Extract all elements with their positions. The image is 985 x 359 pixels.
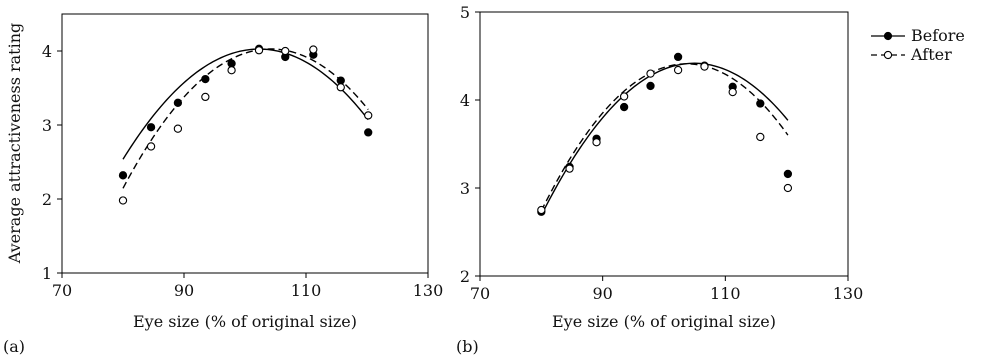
data-point-after-a-7: [309, 45, 318, 54]
data-point-after-b-8: [756, 132, 765, 142]
data-point-after-a-4: [227, 66, 236, 75]
data-point-before-b-9: [783, 169, 793, 179]
data-point-before-a-1: [146, 123, 156, 132]
legend-before-marker-icon: [883, 31, 893, 41]
panel-a: 70 90 110 130 1 2 3 4 Eye size (% of original s…: [3, 13, 443, 356]
y-tick-label-b-0: 2: [460, 267, 470, 286]
series-before-curve-b: [540, 62, 789, 216]
data-point-before-b-5: [673, 52, 683, 62]
data-point-before-b-8: [756, 99, 765, 108]
data-point-after-a-5: [254, 46, 264, 55]
x-tick-label-b-3: 130: [833, 284, 864, 303]
fit-curves-a: [122, 48, 369, 189]
y-tick-label-b-1: 3: [460, 179, 470, 198]
data-points-a: [118, 44, 373, 205]
legend-after-label: After: [910, 45, 952, 64]
series-before-curve-a: [122, 48, 369, 160]
data-point-before-a-2: [173, 98, 183, 107]
data-point-after-a-1: [146, 142, 156, 151]
x-tick-label-b-1: 90: [592, 284, 612, 303]
plot-area-a: [61, 13, 429, 274]
panel-b: 70 90 110 130 2 3 4 5 Eye size (% of original s…: [456, 3, 863, 356]
data-point-after-b-6: [700, 62, 709, 71]
data-point-before-b-4: [646, 81, 655, 91]
data-point-after-a-0: [118, 196, 128, 205]
data-point-after-b-3: [619, 92, 629, 101]
data-points-b: [537, 52, 793, 216]
data-point-before-a-3: [201, 74, 210, 84]
x-axis-label-a: Eye size (% of original size): [133, 312, 357, 331]
y-tick-label-a-2: 3: [42, 116, 52, 135]
series-after-curve-a: [122, 48, 369, 189]
data-point-before-b-3: [619, 102, 629, 112]
legend-item-before: Before: [871, 26, 965, 45]
panel-label-a: (a): [3, 337, 25, 356]
data-point-after-b-0: [537, 205, 546, 215]
legend: Before After: [871, 26, 965, 64]
data-point-after-b-4: [646, 69, 655, 78]
y-tick-label-a-0: 1: [42, 264, 52, 283]
data-point-after-b-1: [565, 164, 574, 173]
legend-item-after: After: [871, 45, 952, 64]
data-point-after-a-8: [336, 83, 345, 92]
y-tick-label-b-2: 4: [460, 91, 470, 110]
axis-ticks-b: 70 90 110 130 2 3 4 5: [460, 3, 863, 303]
legend-after-marker-icon: [883, 50, 893, 60]
x-axis-label-b: Eye size (% of original size): [552, 312, 776, 331]
data-point-before-a-9: [364, 128, 373, 137]
data-point-after-a-9: [364, 111, 373, 120]
panel-label-b: (b): [456, 337, 479, 356]
data-point-after-a-6: [281, 46, 290, 56]
data-point-after-b-9: [783, 183, 793, 193]
x-tick-label-b-2: 110: [710, 284, 741, 303]
plot-area-b: [479, 11, 849, 277]
x-tick-label-a-1: 90: [174, 281, 194, 300]
data-point-after-b-7: [728, 87, 737, 97]
legend-before-label: Before: [911, 26, 965, 45]
x-tick-label-a-3: 130: [413, 281, 444, 300]
x-tick-label-a-2: 110: [291, 281, 322, 300]
axis-ticks-a: 70 90 110 130 1 2 3 4: [42, 42, 443, 300]
y-tick-label-a-3: 4: [42, 42, 52, 61]
fit-curves-b: [540, 62, 789, 216]
data-point-after-b-2: [592, 138, 601, 147]
data-point-before-a-0: [118, 171, 128, 180]
y-tick-label-a-1: 2: [42, 190, 52, 209]
data-point-after-b-5: [673, 65, 683, 75]
data-point-after-a-2: [173, 124, 183, 133]
x-tick-label-b-0: 70: [470, 284, 490, 303]
data-point-after-a-3: [201, 92, 210, 102]
x-tick-label-a-0: 70: [52, 281, 72, 300]
y-axis-label-a: Average attractiveness rating: [5, 23, 24, 265]
series-after-curve-b: [540, 63, 789, 212]
y-tick-label-b-3: 5: [460, 3, 470, 22]
